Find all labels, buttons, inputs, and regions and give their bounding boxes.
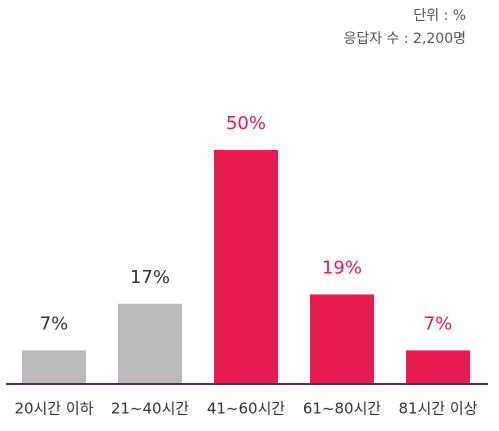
unit-note: 단위 : %: [413, 8, 466, 24]
bar: [22, 350, 86, 383]
bar: [214, 150, 278, 383]
value-label: 17%: [130, 267, 170, 288]
value-label: 7%: [424, 313, 453, 334]
x-tick-label: 81시간 이상: [398, 400, 477, 418]
value-label: 19%: [322, 257, 362, 278]
bar: [310, 294, 374, 383]
value-label: 7%: [40, 313, 69, 334]
x-tick-label: 20시간 이하: [14, 400, 93, 418]
x-tick-label: 61~80시간: [303, 400, 382, 418]
respondents-note: 응답자 수 : 2,200명: [343, 31, 466, 47]
x-tick-label: 41~60시간: [207, 400, 286, 418]
value-label: 50%: [226, 113, 266, 134]
x-tick-label: 21~40시간: [111, 400, 190, 418]
bar: [406, 350, 470, 383]
bar: [118, 303, 182, 383]
